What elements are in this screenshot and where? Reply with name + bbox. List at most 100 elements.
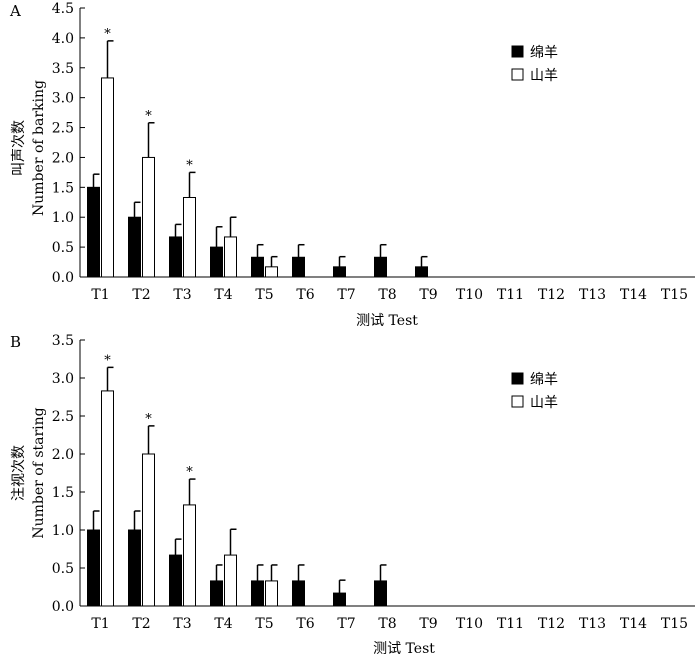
panel-b-legend: 绵羊 山羊 — [511, 371, 558, 411]
legend-label-sheep: 绵羊 — [530, 44, 558, 61]
bar-goat — [183, 196, 196, 278]
significance-marker: * — [145, 109, 152, 124]
y-tick-label: 1.5 — [52, 180, 74, 196]
bar-goat — [101, 390, 114, 607]
x-tick-label: T15 — [661, 616, 688, 632]
bar-goat — [224, 554, 237, 607]
x-tick-label: T4 — [214, 616, 232, 632]
panel-b: B 注视次数 Number of staring 测试 Test 绵羊 山羊 0… — [10, 333, 695, 656]
bar-sheep — [333, 592, 346, 607]
x-tick-label: T11 — [497, 287, 524, 303]
y-tick-label: 1.0 — [52, 523, 74, 539]
bar-sheep — [87, 186, 100, 278]
x-tick-label: T15 — [661, 287, 688, 303]
bar-sheep — [415, 266, 428, 278]
x-tick-label: T1 — [91, 287, 109, 303]
x-tick-label: T7 — [337, 287, 355, 303]
x-tick-label: T14 — [620, 287, 647, 303]
bar-sheep — [374, 580, 387, 607]
bar-goat — [142, 156, 155, 278]
bar-sheep — [210, 580, 223, 607]
x-tick-label: T12 — [538, 287, 565, 303]
bar-sheep — [210, 246, 223, 278]
panel-b-label: B — [10, 333, 21, 351]
legend-label-sheep: 绵羊 — [530, 371, 558, 388]
x-tick-label: T13 — [579, 287, 606, 303]
panel-b-plot-area: 0.0 0.5 1.0 1.5 2.0 2.5 3.0 3.5 T1 * T2 * T3 * T4 T5 T6 T… — [52, 333, 695, 632]
y-tick-label: 2.5 — [52, 121, 74, 137]
bar-sheep — [87, 529, 100, 607]
panel-a: A 叫声次数 Number of barking 测试 Test 绵羊 山羊 0… — [9, 1, 695, 329]
legend-swatch-goat — [511, 395, 524, 408]
bar-sheep — [251, 256, 264, 278]
y-tick-label: 3.5 — [52, 61, 74, 77]
y-tick-label: 3.0 — [52, 91, 74, 107]
x-tick-label: T11 — [497, 616, 524, 632]
y-tick-label: 1.0 — [52, 210, 74, 226]
panel-a-xlabel: 测试 Test — [356, 313, 418, 329]
y-tick-label: 3.5 — [52, 333, 74, 349]
panel-a-ylabel-en: Number of barking — [31, 80, 47, 216]
y-tick-label: 3.0 — [52, 371, 74, 387]
significance-marker: * — [145, 412, 152, 427]
bar-sheep — [128, 216, 141, 278]
bar-goat — [224, 236, 237, 278]
legend-swatch-goat — [511, 68, 524, 81]
bar-goat — [101, 77, 114, 278]
panel-b-ylabel-cn: 注视次数 — [11, 445, 27, 501]
panel-a-ylabel-cn: 叫声次数 — [11, 120, 27, 176]
legend-label-goat: 山羊 — [530, 395, 558, 411]
x-tick-label: T4 — [214, 287, 232, 303]
panel-a-label: A — [9, 2, 21, 20]
panel-b-xlabel: 测试 Test — [373, 641, 435, 656]
x-tick-label: T14 — [620, 616, 647, 632]
bar-goat — [265, 266, 278, 278]
x-tick-label: T6 — [296, 287, 314, 303]
panel-a-legend: 绵羊 山羊 — [511, 44, 558, 84]
x-tick-label: T9 — [419, 287, 437, 303]
y-tick-label: 4.5 — [52, 1, 74, 17]
bar-sheep — [251, 580, 264, 607]
bar-goat — [265, 580, 278, 607]
legend-swatch-sheep — [511, 372, 524, 385]
x-tick-label: T13 — [579, 616, 606, 632]
significance-marker: * — [104, 27, 111, 42]
bar-sheep — [169, 236, 182, 278]
bar-sheep — [333, 266, 346, 278]
x-tick-label: T7 — [337, 616, 355, 632]
x-tick-label: T6 — [296, 616, 314, 632]
x-tick-label: T5 — [255, 287, 273, 303]
x-tick-label: T10 — [456, 616, 483, 632]
y-tick-label: 1.5 — [52, 485, 74, 501]
y-tick-label: 0.0 — [52, 599, 74, 615]
panel-b-ylabel-en: Number of staring — [31, 407, 47, 538]
y-tick-label: 2.5 — [52, 409, 74, 425]
x-tick-label: T3 — [173, 616, 191, 632]
y-tick-label: 2.0 — [52, 447, 74, 463]
x-tick-label: T8 — [378, 287, 396, 303]
x-tick-label: T3 — [173, 287, 191, 303]
legend-label-goat: 山羊 — [530, 68, 558, 84]
x-tick-label: T2 — [132, 287, 150, 303]
bar-goat — [183, 504, 196, 607]
x-tick-label: T1 — [91, 616, 109, 632]
x-tick-label: T5 — [255, 616, 273, 632]
y-tick-label: 0.5 — [52, 561, 74, 577]
bar-sheep — [292, 580, 305, 607]
y-tick-label: 0.0 — [52, 270, 74, 286]
bar-goat — [142, 453, 155, 607]
bar-sheep — [374, 256, 387, 278]
y-tick-label: 4.0 — [52, 31, 74, 47]
y-tick-label: 2.0 — [52, 150, 74, 166]
significance-marker: * — [104, 353, 111, 368]
bar-sheep — [169, 554, 182, 607]
x-tick-label: T10 — [456, 287, 483, 303]
x-tick-label: T12 — [538, 616, 565, 632]
significance-marker: * — [186, 465, 193, 480]
x-tick-label: T2 — [132, 616, 150, 632]
legend-swatch-sheep — [511, 45, 524, 58]
panel-a-plot-area: 0.0 0.5 1.0 1.5 2.0 2.5 3.0 3.5 4.0 4.5 T1 * T2 * T3 * T… — [52, 1, 695, 303]
bar-sheep — [292, 256, 305, 278]
bar-sheep — [128, 529, 141, 607]
